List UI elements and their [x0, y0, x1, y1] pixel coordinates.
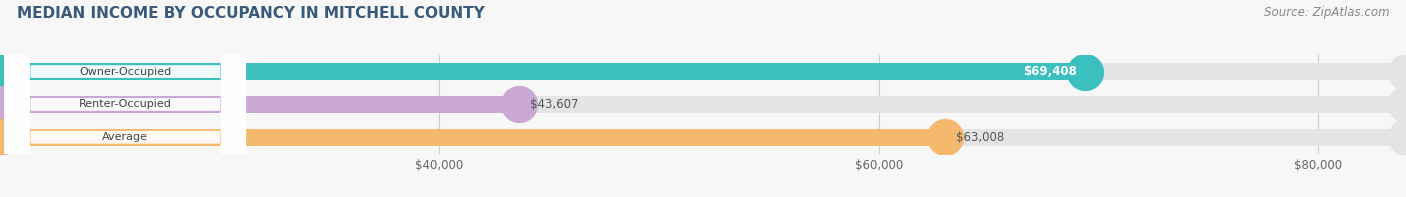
- Text: Average: Average: [103, 132, 148, 142]
- Text: Source: ZipAtlas.com: Source: ZipAtlas.com: [1264, 6, 1389, 19]
- FancyBboxPatch shape: [4, 0, 246, 197]
- FancyBboxPatch shape: [4, 0, 246, 197]
- Text: $69,408: $69,408: [1022, 65, 1077, 78]
- Text: MEDIAN INCOME BY OCCUPANCY IN MITCHELL COUNTY: MEDIAN INCOME BY OCCUPANCY IN MITCHELL C…: [17, 6, 485, 21]
- Text: $63,008: $63,008: [956, 131, 1004, 144]
- Bar: [0, 129, 1406, 146]
- Bar: [0, 96, 519, 113]
- Text: Renter-Occupied: Renter-Occupied: [79, 99, 172, 109]
- Bar: [0, 63, 1085, 80]
- Bar: [0, 96, 1406, 113]
- Text: Owner-Occupied: Owner-Occupied: [79, 67, 172, 77]
- FancyBboxPatch shape: [4, 0, 246, 197]
- Bar: [0, 63, 1406, 80]
- Text: $43,607: $43,607: [530, 98, 578, 111]
- Bar: [0, 129, 945, 146]
